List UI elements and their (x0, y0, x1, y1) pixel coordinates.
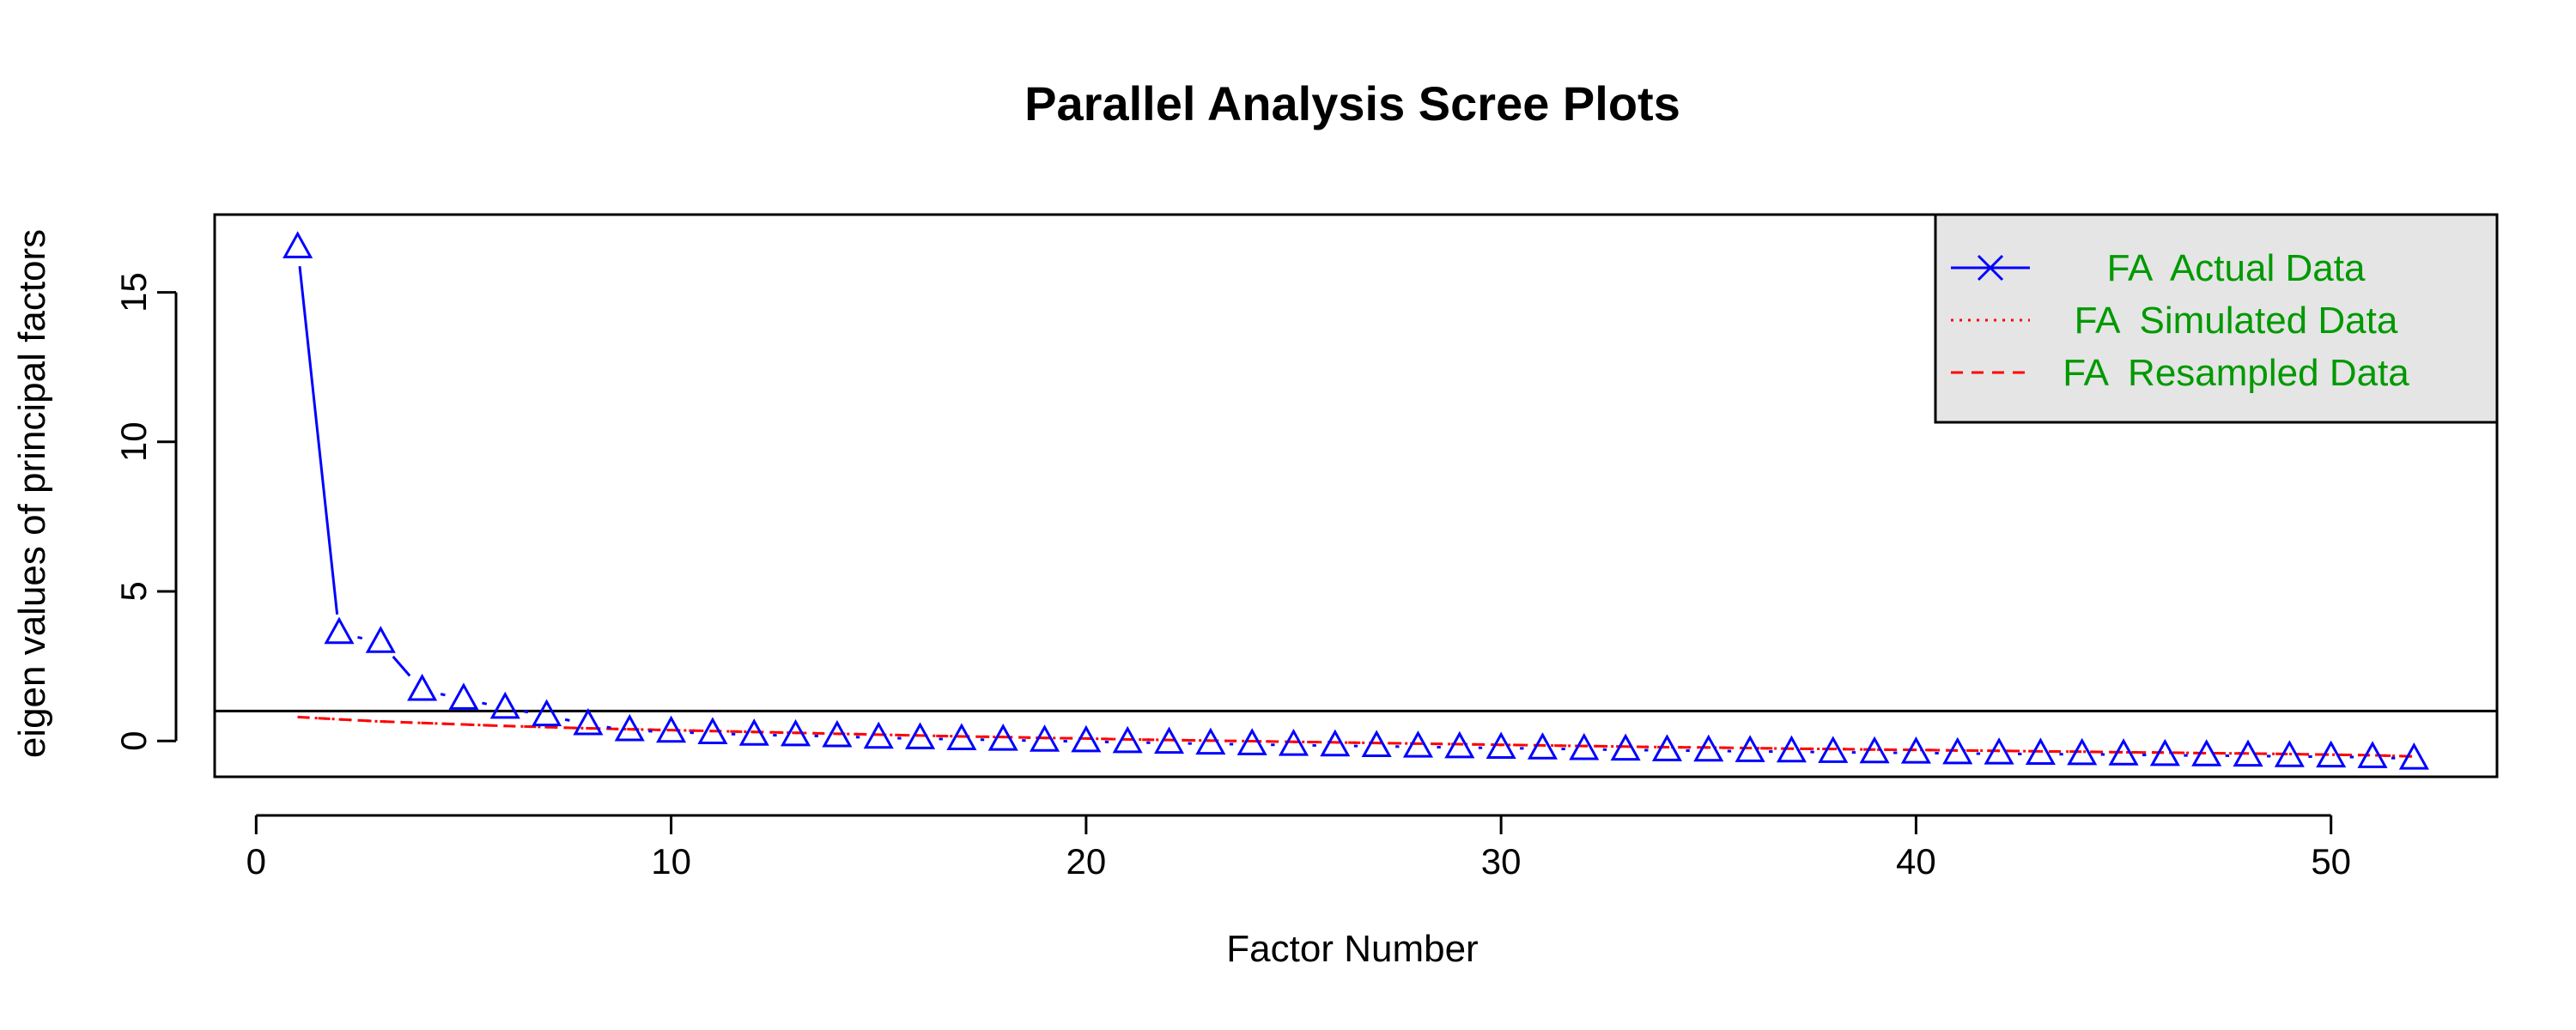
x-axis-label: Factor Number (1226, 928, 1478, 970)
x-tick-label: 40 (1896, 841, 1936, 882)
series-line-fa-simulated-data (298, 717, 2415, 756)
y-tick-label: 0 (113, 731, 154, 751)
actual-data-point (451, 685, 477, 708)
actual-data-segment (440, 694, 445, 695)
y-tick-label: 10 (113, 421, 154, 462)
legend-label: FA Actual Data (2107, 247, 2366, 289)
actual-data-segment (300, 266, 337, 615)
x-tick-label: 50 (2311, 841, 2351, 882)
actual-data-point (492, 694, 518, 718)
x-tick-label: 20 (1066, 841, 1107, 882)
x-tick-label: 10 (651, 841, 691, 882)
actual-data-segment (607, 727, 611, 728)
y-axis-label: eigen values of principal factors (11, 229, 53, 758)
actual-data-point (368, 628, 393, 651)
actual-data-segment (482, 703, 486, 704)
actual-data-point (410, 676, 435, 700)
actual-data-point (326, 620, 352, 643)
plot-area: 0 10 20 30 40 50 0 5 10 15 FA Actual Data FA Simula… (113, 215, 2497, 882)
actual-data-point (285, 233, 311, 257)
actual-data-segment (565, 719, 569, 720)
actual-data-point (575, 711, 601, 734)
y-tick-label: 15 (113, 272, 154, 312)
series-line-fa-resampled-data (298, 717, 2415, 756)
chart-title: Parallel Analysis Scree Plots (1024, 76, 1680, 130)
x-tick-label: 0 (246, 841, 266, 882)
x-tick-label: 30 (1481, 841, 1522, 882)
legend-label: FA Resampled Data (2063, 352, 2409, 394)
y-tick-label: 5 (113, 581, 154, 601)
actual-data-segment (357, 637, 361, 638)
legend-label: FA Simulated Data (2075, 300, 2398, 342)
legend: FA Actual Data FA Simulated Data FA Resamp… (1935, 215, 2497, 422)
actual-data-point (534, 702, 560, 725)
actual-data-segment (393, 657, 410, 676)
